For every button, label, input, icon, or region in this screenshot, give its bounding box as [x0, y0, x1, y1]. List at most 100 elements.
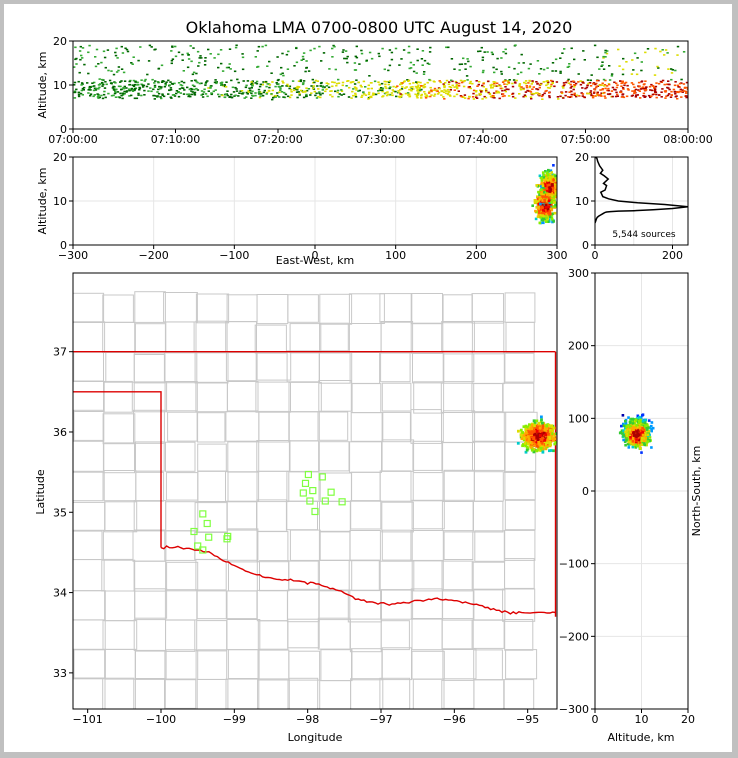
ew-altitude-source — [557, 201, 560, 204]
time-altitude-source — [224, 86, 228, 88]
time-altitude-source — [221, 94, 224, 97]
time-altitude-source — [420, 58, 424, 60]
time-altitude-source — [201, 93, 205, 95]
county-boundary — [196, 678, 229, 709]
time-altitude-source — [388, 87, 391, 90]
ew-altitude-source — [548, 183, 551, 187]
time-altitude-source — [621, 93, 625, 95]
time-altitude-source — [193, 85, 196, 88]
time-altitude-source — [94, 56, 97, 58]
time-altitude-source — [654, 91, 657, 93]
time-altitude-source — [378, 55, 381, 58]
altitude-ns-source — [646, 424, 649, 427]
county-boundary — [164, 589, 198, 621]
time-altitude-source — [317, 95, 320, 98]
county-boundary — [441, 501, 474, 532]
time-altitude-source — [651, 93, 655, 96]
county-boundary — [164, 679, 197, 709]
county-boundary — [378, 560, 415, 591]
plan-map-source — [546, 438, 550, 442]
time-altitude-source — [223, 84, 226, 86]
ew-altitude-source — [554, 205, 557, 208]
time-altitude-source — [491, 83, 494, 86]
time-altitude-source — [649, 89, 652, 91]
time-altitude-source — [319, 94, 322, 96]
county-boundary — [227, 649, 260, 680]
time-altitude-source — [638, 90, 641, 92]
time-altitude-source — [259, 83, 262, 86]
time-altitude-source — [377, 90, 380, 92]
time-altitude-source — [100, 81, 104, 84]
time-altitude-source — [459, 79, 463, 82]
time-altitude-source — [154, 80, 157, 82]
time-altitude-source — [536, 60, 540, 62]
time-altitude-source — [591, 94, 595, 97]
county-boundary — [103, 442, 136, 474]
altitude-ns-sources — [618, 413, 655, 454]
county-boundary — [73, 439, 104, 472]
time-altitude-source — [181, 53, 184, 56]
time-altitude-source — [137, 92, 140, 95]
time-altitude-source — [444, 92, 448, 95]
county-boundary — [410, 409, 442, 444]
time-altitude-source — [416, 59, 419, 62]
time-altitude-source — [489, 85, 493, 87]
time-altitude-source — [603, 91, 606, 94]
time-altitude-source — [508, 79, 511, 81]
time-altitude-source — [661, 79, 665, 82]
ew-altitude-source — [551, 187, 554, 190]
county-boundary — [348, 293, 385, 324]
time-altitude-source — [492, 66, 495, 69]
time-altitude-source — [286, 95, 290, 98]
lma-station-marker — [194, 542, 202, 550]
time-altitude-source — [94, 65, 98, 68]
time-altitude-source — [601, 64, 604, 66]
county-boundary — [410, 293, 444, 325]
time-altitude-source — [596, 56, 599, 59]
time-altitude-source — [358, 89, 361, 92]
ew-altitude-ytick-label: 0 — [60, 239, 67, 252]
time-altitude-source — [125, 87, 128, 89]
county-boundary — [473, 649, 503, 681]
time-altitude-source — [381, 89, 384, 91]
time-altitude-source — [271, 98, 274, 101]
time-altitude-source — [346, 61, 349, 64]
plan-map-source — [532, 450, 536, 454]
time-altitude-source — [599, 94, 602, 96]
time-altitude-source — [102, 50, 106, 53]
time-altitude-source — [362, 91, 365, 94]
time-altitude-source — [135, 97, 139, 100]
ew-altitude-source — [537, 212, 540, 216]
time-altitude-source — [498, 97, 501, 100]
time-altitude-source — [427, 92, 431, 94]
time-altitude-source — [145, 85, 149, 88]
time-altitude-source — [164, 84, 167, 86]
time-altitude-source — [305, 93, 308, 96]
time-altitude-source — [685, 92, 688, 94]
county-boundary — [287, 294, 319, 323]
time-altitude-source — [354, 92, 357, 95]
ew-altitude-source — [543, 187, 547, 191]
time-altitude-source — [519, 88, 523, 91]
plan-map-source — [544, 433, 548, 437]
time-altitude-source — [642, 92, 646, 95]
plan-map-source — [522, 434, 526, 437]
time-altitude-source — [547, 81, 550, 84]
county-boundary — [443, 531, 474, 561]
time-altitude-source — [181, 59, 184, 61]
time-altitude-source — [305, 87, 308, 89]
ew-altitude-source — [548, 215, 552, 219]
time-altitude-source — [360, 86, 363, 88]
altitude-ns-source — [620, 429, 624, 432]
time-altitude-source — [388, 80, 392, 82]
time-altitude-source — [501, 95, 505, 98]
time-altitude-source — [160, 64, 164, 67]
county-boundary — [288, 440, 320, 473]
time-altitude-source — [471, 82, 474, 85]
time-altitude-source — [411, 86, 414, 88]
time-altitude-source — [655, 82, 658, 84]
county-boundary — [442, 353, 475, 383]
time-altitude-source — [546, 67, 549, 69]
county-boundary — [289, 323, 322, 354]
time-altitude-source — [503, 89, 507, 92]
